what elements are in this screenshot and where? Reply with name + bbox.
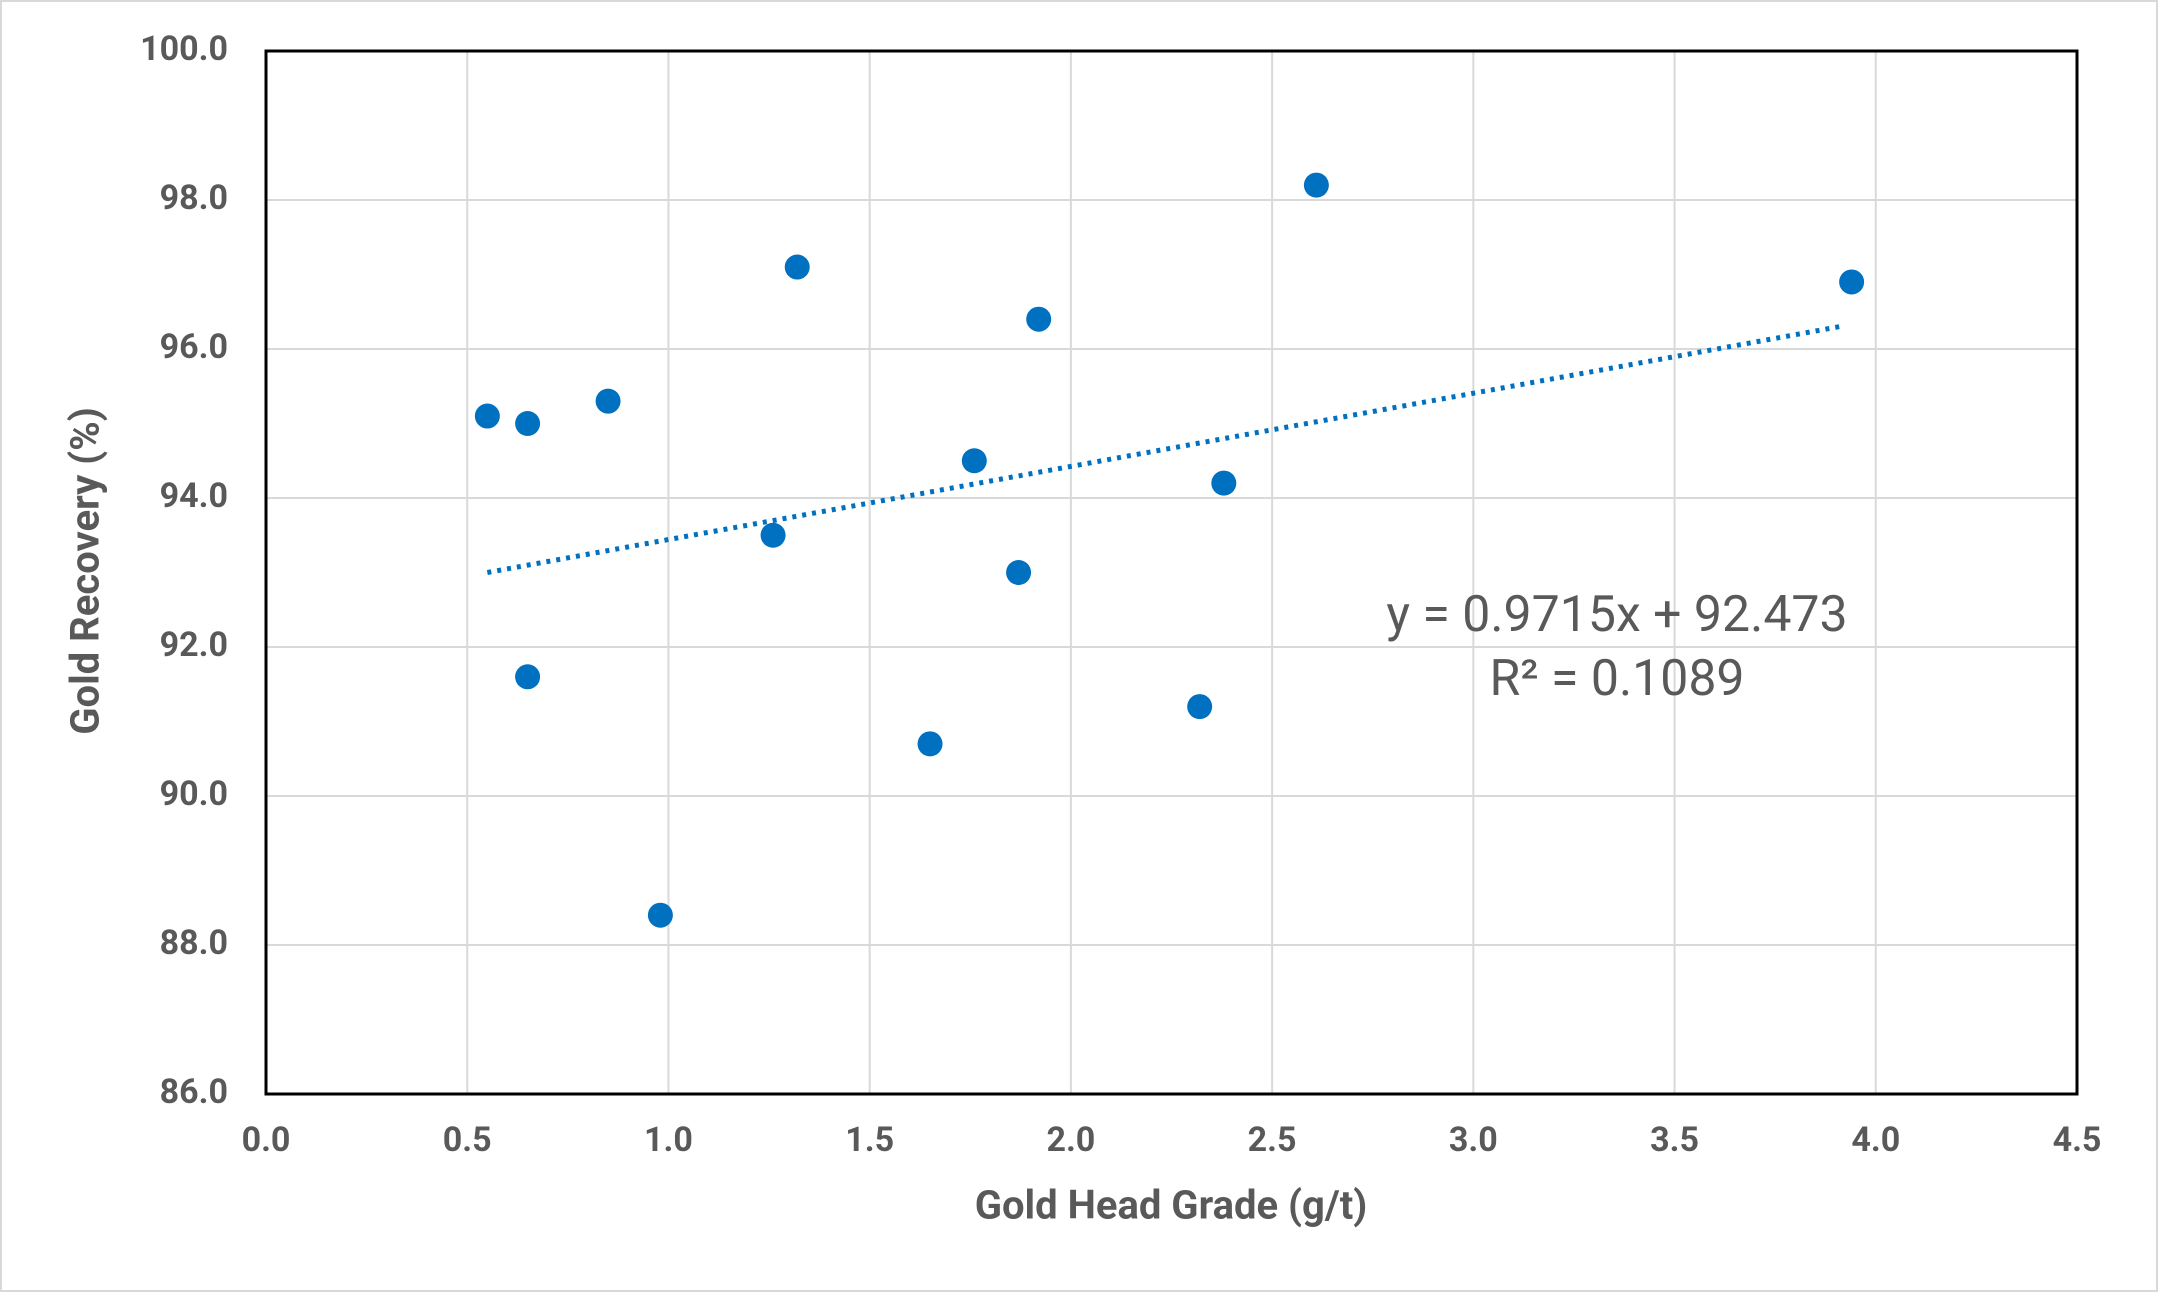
x-tick-label: 2.0 <box>1046 1120 1095 1160</box>
point <box>1026 306 1052 332</box>
point <box>1006 560 1032 585</box>
x-tick-label: 3.5 <box>1650 1120 1699 1160</box>
r-squared: R² = 0.1089 <box>1489 650 1744 708</box>
point <box>917 731 943 757</box>
point <box>1839 269 1865 295</box>
x-tick-label: 4.5 <box>2053 1120 2102 1160</box>
trend-equation: y = 0.9715x + 92.473 <box>1386 586 1847 644</box>
y-axis-title: Gold Recovery (%) <box>62 407 109 735</box>
x-axis-title: Gold Head Grade (g/t) <box>975 1182 1368 1229</box>
y-tick-label: 94.0 <box>160 476 228 516</box>
y-tick-label: 86.0 <box>160 1072 228 1112</box>
point <box>595 388 621 414</box>
x-tick-label: 4.0 <box>1851 1120 1900 1160</box>
y-tick-label: 90.0 <box>160 774 228 814</box>
point <box>784 254 810 280</box>
y-tick-label: 96.0 <box>160 327 228 367</box>
point <box>1187 694 1213 720</box>
point <box>515 411 541 436</box>
y-tick-label: 92.0 <box>160 625 228 665</box>
y-tick-label: 98.0 <box>160 178 228 218</box>
x-tick-label: 1.0 <box>644 1120 693 1160</box>
point <box>515 664 541 690</box>
point <box>1303 172 1329 198</box>
x-tick-label: 0.0 <box>242 1120 291 1160</box>
x-tick-label: 3.0 <box>1449 1120 1498 1160</box>
x-tick-label: 0.5 <box>443 1120 492 1160</box>
point <box>647 902 673 928</box>
point <box>961 448 987 474</box>
y-tick-label: 100.0 <box>140 29 228 69</box>
x-tick-label: 1.5 <box>845 1120 894 1160</box>
point <box>474 403 500 429</box>
plot-border <box>264 49 2079 1096</box>
point <box>760 522 786 548</box>
x-tick-label: 2.5 <box>1248 1120 1297 1160</box>
y-tick-label: 88.0 <box>160 923 228 963</box>
point <box>1211 470 1237 496</box>
